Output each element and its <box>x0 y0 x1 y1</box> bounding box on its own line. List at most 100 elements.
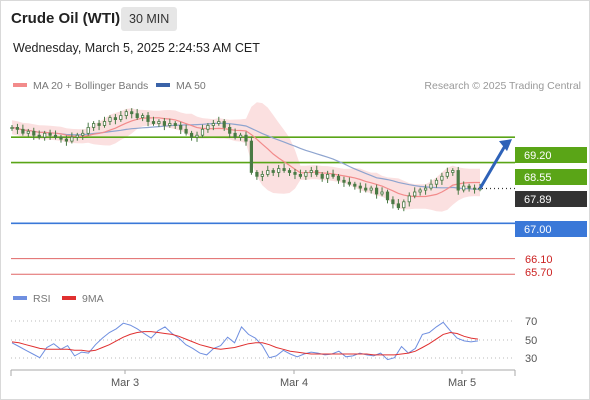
candle <box>206 125 210 130</box>
price-levels-layer <box>11 136 515 275</box>
candle <box>364 187 368 191</box>
level-tag-67-00-text: 67.00 <box>524 224 552 236</box>
legend-ma20-label: MA 20 + Bollinger Bands <box>33 80 149 92</box>
legend-9ma-label: 9MA <box>82 293 104 305</box>
candle <box>75 134 79 138</box>
candle <box>325 173 330 179</box>
legend-ma20: MA 20 + Bollinger Bands <box>13 80 148 92</box>
x-tick-mar4: Mar 4 <box>280 377 308 389</box>
credit-text: Research © 2025 Trading Central <box>424 80 581 92</box>
candle <box>407 195 411 203</box>
candle <box>179 125 183 130</box>
candle <box>445 171 449 177</box>
candle <box>315 170 319 175</box>
rsi-ma-swatch <box>62 296 76 301</box>
candle <box>260 173 264 177</box>
candle <box>228 127 232 134</box>
candle <box>130 111 134 115</box>
bollinger-band <box>12 102 480 212</box>
candle <box>451 170 455 173</box>
candle <box>59 136 63 140</box>
candle <box>102 121 107 126</box>
candle <box>331 173 335 177</box>
candle <box>320 173 324 179</box>
candle <box>440 175 444 181</box>
level-tag-67-89-text: 67.89 <box>524 194 552 206</box>
candle <box>293 171 297 175</box>
rsi-line <box>11 321 479 361</box>
forecast-arrow-shaft <box>478 143 508 190</box>
level-tag-68-55-text: 68.55 <box>524 172 552 184</box>
level-tag-67-89 <box>515 191 587 207</box>
candle <box>15 127 20 130</box>
candle <box>282 168 286 171</box>
rsi-tick-70: 70 <box>525 316 537 328</box>
x-tick-mar3: Mar 3 <box>111 377 139 389</box>
candle <box>113 117 117 120</box>
candle <box>287 170 292 173</box>
candle <box>277 168 281 173</box>
candle <box>244 134 248 142</box>
candle <box>298 173 303 177</box>
candle <box>238 134 243 138</box>
legend-rsi: RSI <box>13 293 51 305</box>
level-tag-67-00 <box>515 221 587 237</box>
candle <box>423 187 428 191</box>
candle <box>472 187 477 190</box>
interval-badge[interactable]: 30 MIN <box>121 7 178 31</box>
chart-header: Crude Oil (WTI) 30 MIN <box>0 0 590 38</box>
timestamp: Wednesday, March 5, 2025 2:24:53 AM CET <box>13 41 260 55</box>
candle <box>347 181 352 185</box>
candle <box>462 185 466 191</box>
rsi-lines <box>11 321 479 361</box>
rsi-tick-50: 50 <box>525 335 537 347</box>
forecast-arrow-head <box>499 139 512 152</box>
candle <box>92 123 96 128</box>
candle <box>200 128 205 136</box>
candle <box>385 191 390 201</box>
rsi-ma-line <box>11 331 479 356</box>
candle <box>53 134 58 138</box>
candle <box>342 179 346 183</box>
candle <box>467 185 471 189</box>
candle <box>21 128 25 134</box>
ma50-line <box>11 122 481 190</box>
candle <box>140 115 145 118</box>
candle <box>81 132 85 136</box>
candle <box>184 128 188 134</box>
moving-averages-layer <box>11 117 481 198</box>
level-label-65-70: 65.70 <box>525 267 553 279</box>
candle <box>249 140 253 173</box>
candle <box>151 121 156 124</box>
candle <box>402 201 406 209</box>
candle <box>217 121 221 124</box>
candle <box>157 121 161 124</box>
candle <box>108 117 112 122</box>
candle <box>434 179 439 185</box>
candle <box>353 183 357 187</box>
candle <box>369 187 373 191</box>
ma20-line <box>11 117 480 198</box>
candle <box>86 127 90 134</box>
x-tick-mar5: Mar 5 <box>448 377 476 389</box>
candle <box>162 121 166 126</box>
forecast-arrow <box>478 139 512 190</box>
instrument-title: Crude Oil (WTI) <box>11 10 121 27</box>
candle <box>64 138 68 142</box>
candle <box>336 175 341 181</box>
candle <box>70 136 74 142</box>
candle <box>233 132 237 138</box>
candle <box>37 134 41 138</box>
candle <box>304 171 308 177</box>
candle <box>429 183 433 189</box>
candle <box>173 123 177 126</box>
candle <box>222 121 226 128</box>
candle <box>43 132 47 138</box>
candle <box>418 189 422 193</box>
rsi-grid: 70 50 30 <box>11 316 537 365</box>
candle <box>391 199 395 205</box>
candle <box>456 170 460 191</box>
candle <box>271 170 275 173</box>
candle <box>10 127 14 130</box>
